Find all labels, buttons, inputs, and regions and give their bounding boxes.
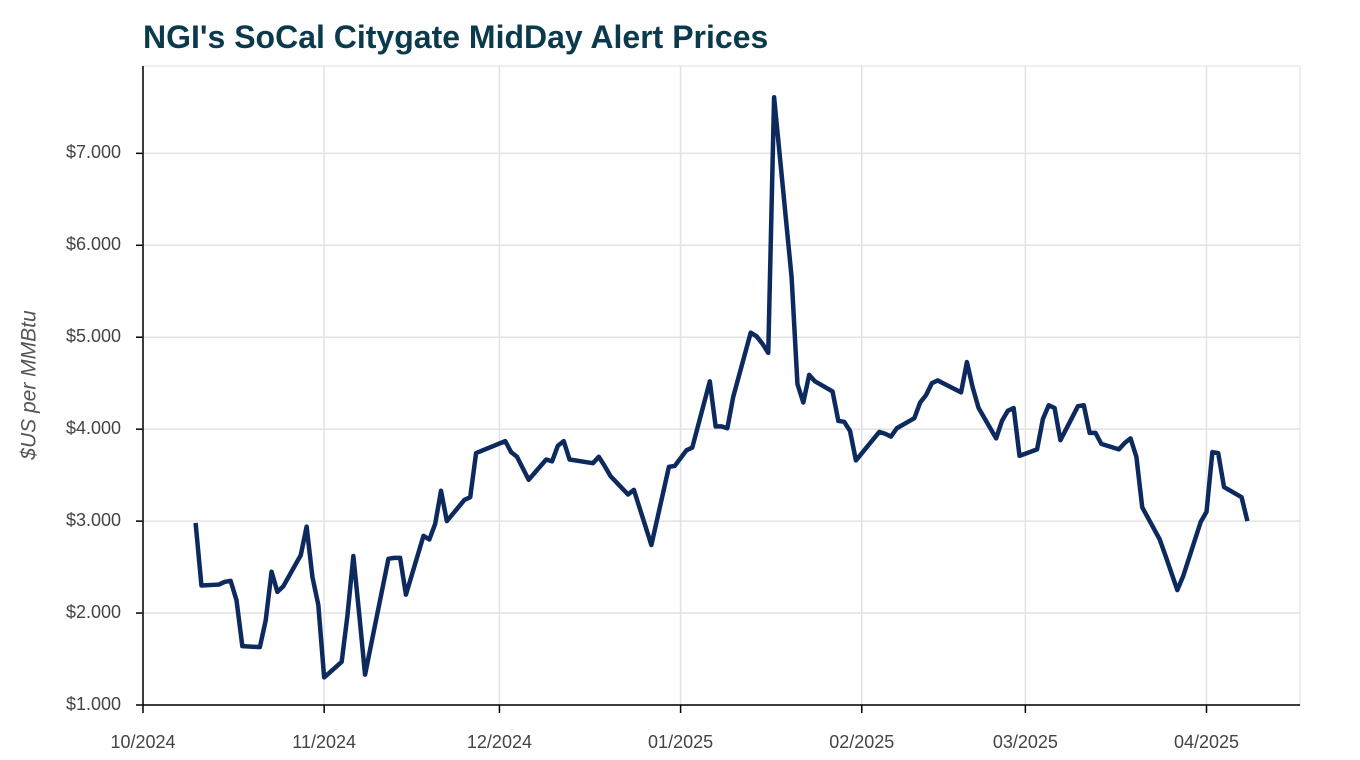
x-tick-label: 01/2025 (648, 732, 713, 752)
x-tick-label: 10/2024 (110, 732, 175, 752)
x-tick-label: 02/2025 (829, 732, 894, 752)
x-tick-label: 03/2025 (993, 732, 1058, 752)
y-tick-label: $1.000 (66, 694, 121, 714)
price-line (193, 95, 1250, 680)
y-tick-label: $4.000 (66, 418, 121, 438)
chart-title: NGI's SoCal Citygate MidDay Alert Prices (143, 19, 768, 55)
y-tick-label: $2.000 (66, 602, 121, 622)
x-tick-label: 04/2025 (1174, 732, 1239, 752)
y-axis-label: $US per MMBtu (18, 310, 41, 461)
y-tick-label: $6.000 (66, 234, 121, 254)
x-tick-label: 11/2024 (292, 732, 356, 752)
y-tick-label: $5.000 (66, 326, 121, 346)
y-tick-label: $7.000 (66, 142, 121, 162)
x-tick-label: 12/2024 (467, 732, 532, 752)
y-tick-label: $3.000 (66, 510, 121, 530)
